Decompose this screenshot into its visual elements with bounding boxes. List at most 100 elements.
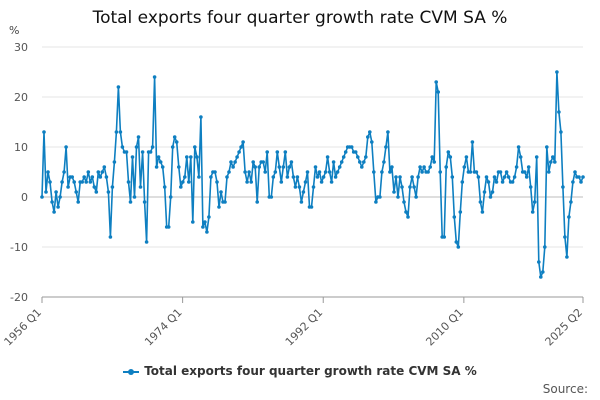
data-point[interactable] (92, 185, 97, 189)
data-point[interactable] (116, 85, 121, 89)
data-point[interactable] (255, 200, 259, 204)
data-point[interactable] (54, 190, 58, 194)
data-point[interactable] (183, 175, 187, 179)
data-point[interactable] (488, 195, 493, 199)
data-point[interactable] (396, 195, 400, 199)
data-point[interactable] (416, 175, 420, 179)
data-point[interactable] (98, 175, 103, 179)
data-point[interactable] (158, 160, 163, 164)
data-point[interactable] (510, 180, 515, 184)
data-point[interactable] (337, 165, 342, 169)
data-point[interactable] (104, 175, 109, 179)
data-point[interactable] (177, 165, 181, 169)
data-point[interactable] (144, 240, 149, 244)
data-point[interactable] (446, 150, 451, 154)
data-point[interactable] (118, 130, 123, 134)
data-point[interactable] (470, 140, 475, 144)
data-point[interactable] (390, 165, 394, 169)
data-point[interactable] (199, 115, 203, 119)
data-point[interactable] (80, 180, 84, 184)
data-point[interactable] (494, 180, 499, 184)
data-point[interactable] (136, 135, 141, 139)
data-point[interactable] (406, 215, 410, 219)
data-point[interactable] (138, 185, 143, 189)
data-point[interactable] (185, 155, 189, 159)
data-point[interactable] (422, 165, 426, 169)
data-point[interactable] (287, 165, 292, 169)
data-point[interactable] (486, 180, 491, 184)
data-point[interactable] (353, 150, 358, 154)
data-point[interactable] (372, 170, 376, 174)
data-point[interactable] (166, 225, 171, 229)
data-point[interactable] (187, 180, 191, 184)
data-point[interactable] (110, 185, 115, 189)
data-point[interactable] (374, 200, 378, 204)
data-point[interactable] (241, 140, 245, 144)
data-point[interactable] (130, 155, 135, 159)
data-point[interactable] (261, 160, 266, 164)
legend[interactable]: Total exports four quarter growth rate C… (0, 364, 600, 378)
data-point[interactable] (72, 180, 76, 184)
data-point[interactable] (349, 145, 354, 149)
data-point[interactable] (545, 145, 549, 149)
data-point[interactable] (516, 145, 521, 149)
data-point[interactable] (434, 80, 439, 84)
data-point[interactable] (317, 170, 322, 174)
data-point[interactable] (331, 160, 336, 164)
data-point[interactable] (464, 155, 469, 159)
data-point[interactable] (191, 220, 195, 224)
data-point[interactable] (88, 180, 93, 184)
data-point[interactable] (392, 190, 396, 194)
data-point[interactable] (56, 205, 60, 209)
data-point[interactable] (460, 180, 465, 184)
data-point[interactable] (368, 130, 372, 134)
data-point[interactable] (386, 130, 390, 134)
data-point[interactable] (229, 160, 233, 164)
data-point[interactable] (474, 170, 479, 174)
data-point[interactable] (468, 170, 473, 174)
data-point[interactable] (150, 145, 155, 149)
data-point[interactable] (498, 170, 503, 174)
data-point[interactable] (476, 175, 481, 179)
data-point[interactable] (86, 170, 91, 174)
data-point[interactable] (179, 185, 183, 189)
data-point[interactable] (247, 170, 251, 174)
data-point[interactable] (160, 165, 165, 169)
data-point[interactable] (311, 185, 316, 189)
data-point[interactable] (62, 170, 66, 174)
data-point[interactable] (297, 185, 302, 189)
data-point[interactable] (539, 275, 543, 279)
data-point[interactable] (142, 200, 147, 204)
data-point[interactable] (201, 225, 205, 229)
data-point[interactable] (482, 190, 487, 194)
data-point[interactable] (526, 165, 531, 169)
data-point[interactable] (70, 175, 74, 179)
data-point[interactable] (203, 220, 207, 224)
data-point[interactable] (126, 180, 131, 184)
data-point[interactable] (231, 165, 235, 169)
data-point[interactable] (442, 235, 447, 239)
data-point[interactable] (573, 170, 577, 174)
data-point[interactable] (84, 180, 88, 184)
data-point[interactable] (100, 170, 105, 174)
data-point[interactable] (223, 200, 227, 204)
data-point[interactable] (217, 205, 221, 209)
data-point[interactable] (418, 165, 422, 169)
data-point[interactable] (528, 185, 533, 189)
data-point[interactable] (114, 130, 119, 134)
data-point[interactable] (480, 210, 485, 214)
data-point[interactable] (388, 170, 392, 174)
data-point[interactable] (313, 165, 318, 169)
data-point[interactable] (428, 165, 433, 169)
data-point[interactable] (269, 195, 274, 199)
data-point[interactable] (563, 235, 567, 239)
data-point[interactable] (148, 150, 153, 154)
data-point[interactable] (384, 145, 388, 149)
data-point[interactable] (243, 170, 247, 174)
data-point[interactable] (478, 200, 483, 204)
data-point[interactable] (362, 160, 366, 164)
data-point[interactable] (96, 170, 101, 174)
data-point[interactable] (106, 190, 111, 194)
data-point[interactable] (500, 180, 505, 184)
data-point[interactable] (335, 170, 340, 174)
